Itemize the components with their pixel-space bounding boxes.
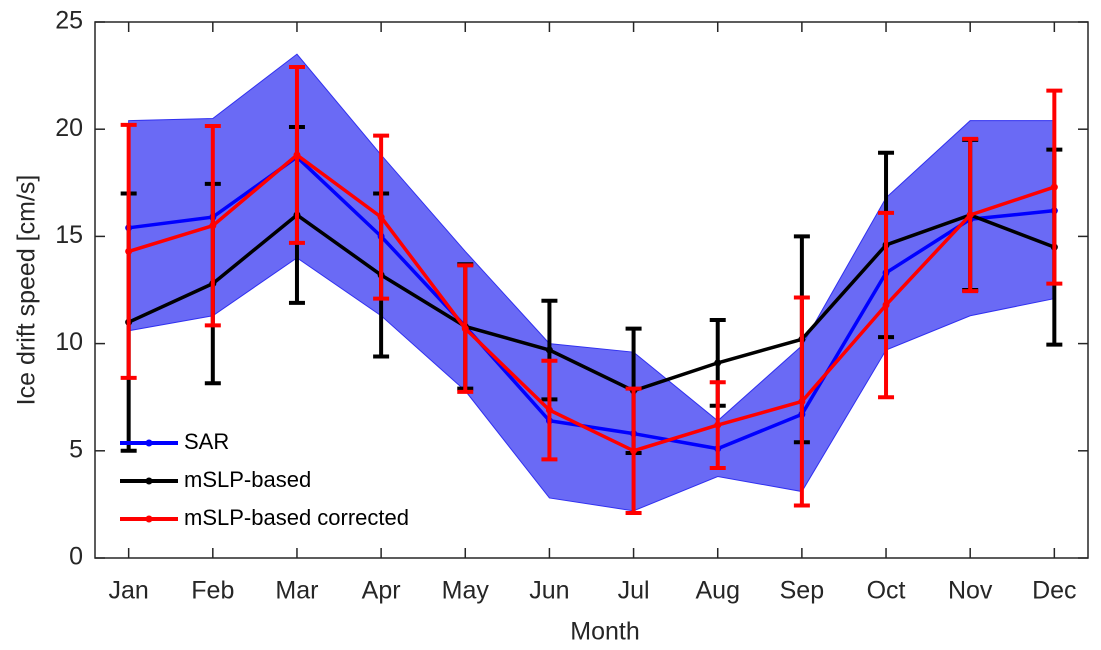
x-tick-label: Feb [191, 577, 234, 605]
x-tick-label: Jun [529, 577, 569, 605]
marker [1050, 183, 1058, 191]
x-tick-label: Mar [275, 577, 318, 605]
marker [798, 397, 806, 405]
x-tick-label: Nov [948, 577, 993, 605]
x-tick-label: Apr [362, 577, 401, 605]
marker [882, 301, 890, 309]
series-line [127, 212, 1055, 393]
legend-marker [145, 515, 153, 523]
y-tick-label: 5 [69, 435, 83, 463]
marker [545, 406, 553, 414]
legend-label: mSLP-based corrected [184, 505, 409, 530]
marker [966, 211, 974, 219]
marker [209, 222, 217, 230]
y-tick-label: 25 [55, 7, 83, 35]
marker [545, 346, 553, 354]
marker [714, 421, 722, 429]
series-line [128, 152, 1055, 453]
y-axis-label: Ice drift speed [cm/s] [13, 175, 41, 406]
y-tick-label: 0 [69, 543, 83, 571]
marker [377, 213, 385, 221]
marker [293, 151, 301, 159]
marker [630, 447, 638, 455]
x-tick-label: Jan [109, 577, 149, 605]
x-tick-label: Oct [867, 577, 906, 605]
x-tick-label: Dec [1032, 577, 1076, 605]
y-tick-label: 20 [55, 114, 83, 142]
legend-label: SAR [184, 429, 229, 454]
legend-marker [145, 477, 153, 485]
x-axis-label: Month [570, 618, 639, 646]
legend-label: mSLP-based [184, 467, 311, 492]
marker [125, 247, 133, 255]
y-tick-label: 15 [55, 221, 83, 249]
x-tick-label: May [442, 577, 490, 605]
x-tick-label: Jul [618, 577, 650, 605]
x-tick-label: Sep [780, 577, 824, 605]
range-band [128, 53, 1055, 512]
marker [714, 359, 722, 367]
plot-frame [94, 21, 1089, 559]
y-tick-label: 10 [55, 328, 83, 356]
x-tick-label: Aug [695, 577, 739, 605]
legend-marker [145, 439, 153, 447]
marker [461, 325, 469, 333]
